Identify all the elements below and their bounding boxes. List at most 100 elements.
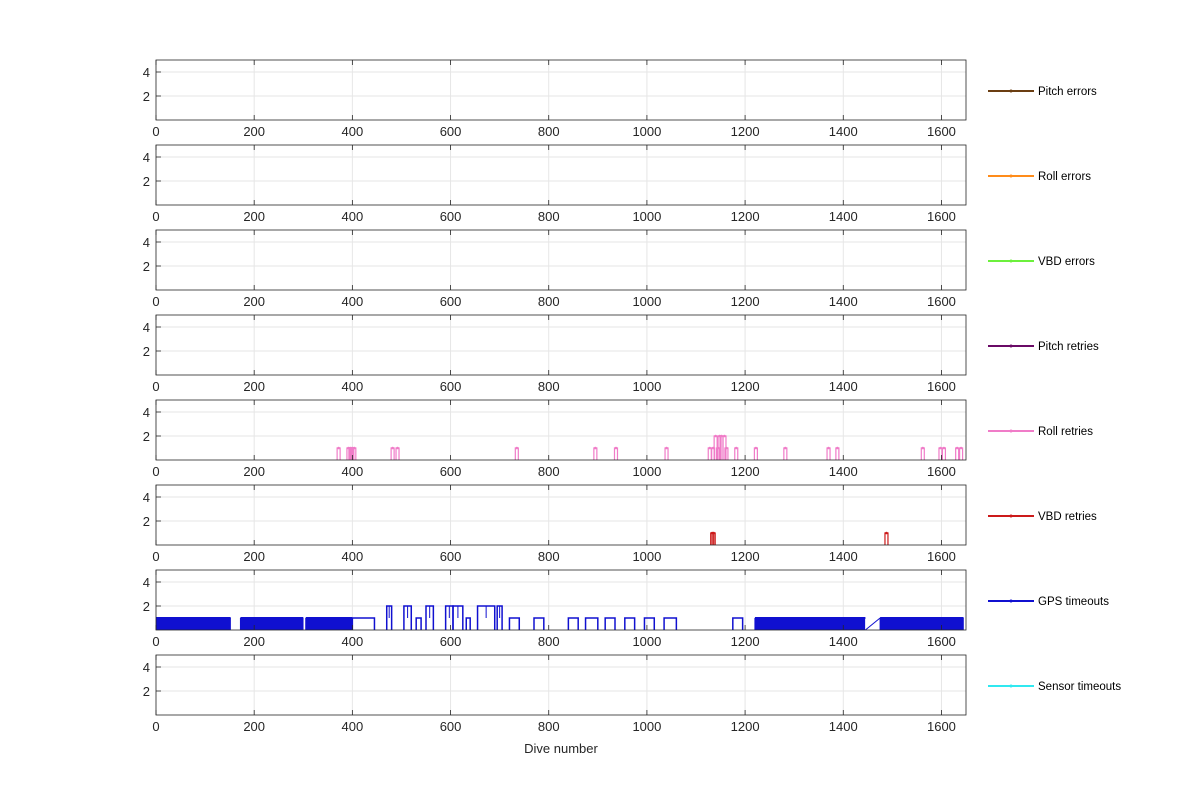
- gps-dense-segment: [239, 617, 304, 630]
- data-point: [396, 446, 399, 450]
- legend-label: Pitch errors: [1038, 86, 1097, 98]
- axes-box: [155, 59, 967, 121]
- gps-block: [351, 617, 376, 630]
- x-tick-label: 800: [538, 464, 560, 479]
- x-axis-label: Dive number: [524, 741, 598, 756]
- gps-block: [604, 617, 616, 630]
- x-tick-label: 0: [152, 719, 159, 734]
- x-tick-label: 0: [152, 464, 159, 479]
- x-tick-label: 800: [538, 549, 560, 564]
- plot-area: [156, 400, 966, 460]
- gps-dense-segment: [156, 617, 231, 630]
- gps-dense-segment: [879, 617, 964, 630]
- panel-sensor-timeouts: 0 200 400 600 800 1000 1200 1400 1600 2 4: [143, 654, 967, 734]
- data-point: [391, 446, 394, 450]
- x-tick-label: 1000: [632, 124, 661, 139]
- data-point: [337, 446, 340, 450]
- x-tick-label: 400: [342, 379, 364, 394]
- data-point: [723, 434, 726, 438]
- legend-entry: Sensor timeouts: [988, 681, 1121, 693]
- gps-block: [415, 617, 422, 630]
- gps-dense-segment: [754, 617, 866, 630]
- series-data: [710, 531, 889, 545]
- x-tick-label: 1000: [632, 719, 661, 734]
- y-tick-label: 4: [143, 235, 150, 250]
- plot-area: [156, 60, 966, 120]
- data-point: [714, 434, 717, 438]
- legend-entry: GPS timeouts: [988, 596, 1109, 608]
- legend-marker: [1009, 684, 1013, 688]
- series-data: [336, 434, 964, 460]
- x-tick-label: 1400: [829, 379, 858, 394]
- x-tick-label: 1400: [829, 294, 858, 309]
- x-tick-label: 400: [342, 294, 364, 309]
- panel-gps-timeouts: 0 200 400 600 800 1000 1200 1400 1600 2 4: [143, 569, 967, 649]
- x-tick-label: 1200: [731, 464, 760, 479]
- x-tick-label: 1400: [829, 719, 858, 734]
- x-tick-label: 1000: [632, 464, 661, 479]
- axes-box: [155, 654, 967, 716]
- y-tick-label: 2: [143, 259, 150, 274]
- x-tick-label: 400: [342, 549, 364, 564]
- x-tick-label: 200: [243, 379, 265, 394]
- legend-entry: Roll retries: [988, 426, 1093, 438]
- data-point: [921, 446, 925, 450]
- x-tick-label: 1200: [731, 294, 760, 309]
- x-tick-label: 800: [538, 209, 560, 224]
- axes-box: [155, 229, 967, 291]
- legend-label: Roll retries: [1038, 426, 1093, 438]
- data-point: [353, 446, 356, 450]
- x-tick-label: 1000: [632, 294, 661, 309]
- data-point: [725, 446, 728, 450]
- legend-label: Sensor timeouts: [1038, 681, 1121, 693]
- data-point: [885, 531, 888, 535]
- x-tick-label: 600: [440, 209, 462, 224]
- legend-label: Roll errors: [1038, 171, 1091, 183]
- gps-block: [584, 617, 599, 630]
- panel-vbd-errors: 0 200 400 600 800 1000 1200 1400 1600 2 4: [143, 229, 967, 309]
- gps-block: [533, 617, 545, 630]
- gps-block: [643, 617, 656, 630]
- x-tick-label: 400: [342, 124, 364, 139]
- panel-roll-retries: 0 200 400 600 800 1000 1200 1400 1600 2 4: [143, 399, 967, 479]
- x-tick-label: 400: [342, 464, 364, 479]
- data-point: [720, 434, 723, 438]
- y-tick-label: 2: [143, 429, 150, 444]
- gps-block: [663, 617, 678, 630]
- x-tick-label: 800: [538, 124, 560, 139]
- legend-label: VBD errors: [1038, 256, 1095, 268]
- y-tick-label: 2: [143, 174, 150, 189]
- axes-box: [155, 314, 967, 376]
- plot-area: [156, 145, 966, 205]
- x-tick-label: 0: [152, 294, 159, 309]
- legend-label: GPS timeouts: [1038, 596, 1109, 608]
- x-tick-label: 1000: [632, 209, 661, 224]
- data-point: [939, 446, 942, 450]
- x-tick-label: 400: [342, 634, 364, 649]
- plot-area: [156, 315, 966, 375]
- y-tick-label: 2: [143, 89, 150, 104]
- x-tick-label: 0: [152, 209, 159, 224]
- x-tick-label: 600: [440, 719, 462, 734]
- x-tick-label: 0: [152, 634, 159, 649]
- x-tick-label: 200: [243, 464, 265, 479]
- x-tick-label: 200: [243, 124, 265, 139]
- plot-area: [156, 655, 966, 715]
- legend-entry: Roll errors: [988, 171, 1091, 183]
- data-point: [942, 446, 946, 450]
- data-point: [614, 446, 618, 450]
- legend-entry: Pitch errors: [988, 86, 1097, 98]
- data-point: [827, 446, 830, 450]
- plot-area: [156, 230, 966, 290]
- x-tick-label: 1600: [927, 294, 956, 309]
- legend-marker: [1009, 514, 1013, 518]
- y-tick-label: 4: [143, 65, 150, 80]
- x-tick-label: 200: [243, 634, 265, 649]
- x-tick-label: 0: [152, 379, 159, 394]
- x-tick-label: 1400: [829, 124, 858, 139]
- y-tick-label: 2: [143, 684, 150, 699]
- y-tick-label: 2: [143, 514, 150, 529]
- data-point: [955, 446, 959, 450]
- x-tick-label: 200: [243, 549, 265, 564]
